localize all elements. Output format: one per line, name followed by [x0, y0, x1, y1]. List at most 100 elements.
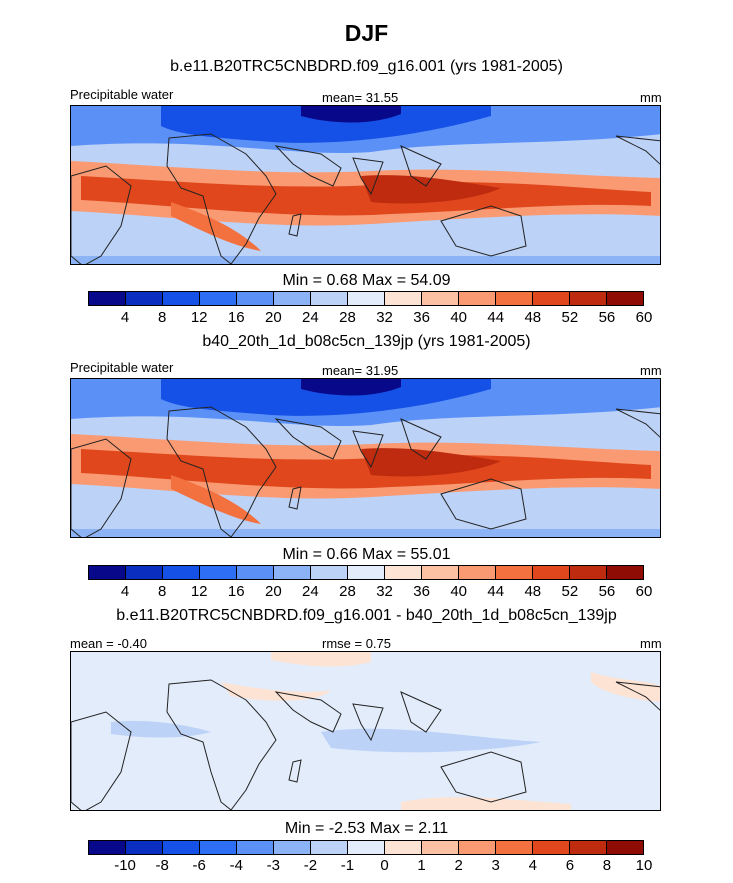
panel2-mean-label: mean= 31.95	[322, 363, 399, 378]
coastline	[400, 691, 442, 733]
colorbar-swatch	[200, 841, 237, 854]
panel2-variable-label: Precipitable water	[70, 360, 174, 375]
coastline	[288, 486, 302, 510]
colorbar-tick-label: 20	[264, 309, 282, 326]
colorbar-swatch	[422, 841, 459, 854]
colorbar-tick-label: 52	[561, 583, 579, 600]
colorbar-tick-label: 8	[602, 857, 612, 874]
colorbar-tick-label: 12	[190, 583, 208, 600]
tropical-core	[81, 176, 651, 216]
colorbar-swatch	[385, 841, 422, 854]
coastline	[440, 478, 527, 530]
colorbar-tick-label: 24	[302, 583, 319, 600]
colorbar-swatch	[126, 841, 163, 854]
southern-band	[71, 256, 660, 264]
spcz	[171, 475, 261, 524]
coastline	[288, 213, 302, 237]
colorbar-tick-label: 8	[157, 309, 167, 326]
colorbar-tick-label: 8	[157, 583, 167, 600]
colorbar-tick-label: 28	[339, 583, 356, 600]
colorbar-swatch	[311, 292, 348, 305]
colorbar-swatch	[237, 566, 274, 579]
colorbar-tick-label: 16	[227, 309, 245, 326]
colorbar-swatch	[348, 292, 385, 305]
panel1-colorbar-ticks: 4 8 12 16 20 24 28 32 36 40 44 48 52 56 60	[88, 309, 652, 327]
positive-anomaly	[221, 682, 331, 701]
coastline	[71, 165, 132, 264]
colorbar-tick-label: 3	[491, 857, 500, 874]
colorbar-swatch	[89, 292, 126, 305]
colorbar-swatch	[533, 566, 570, 579]
colorbar-tick-label: 52	[561, 309, 579, 326]
warm-pool	[361, 448, 501, 477]
colorbar-swatch	[385, 566, 422, 579]
panel3-subtitle: b.e11.B20TRC5CNBDRD.f09_g16.001 - b40_20…	[116, 607, 617, 624]
colorbar-swatch	[459, 841, 496, 854]
colorbar-tick-label: 56	[598, 583, 616, 600]
panel3-rmse-label: rmse = 0.75	[322, 636, 392, 651]
coastline	[274, 418, 342, 460]
southern-band	[71, 529, 660, 537]
negative-anomaly	[111, 720, 211, 738]
colorbar-swatch	[496, 841, 533, 854]
panel1-variable-label: Precipitable water	[70, 87, 174, 102]
colorbar-swatch	[533, 841, 570, 854]
coastline	[166, 133, 277, 264]
colorbar-tick-label: -8	[155, 857, 169, 874]
colorbar-swatch	[163, 292, 200, 305]
colorbar-swatch	[570, 841, 607, 854]
colorbar-swatch	[459, 566, 496, 579]
colorbar-swatch	[459, 292, 496, 305]
panel3-colorbar	[88, 840, 644, 855]
colorbar-tick-label: 2	[454, 857, 463, 874]
panel3-colorbar-ticks: -10 -8 -6 -4 -3 -2 -1 0 1 2 3 4 6 8 10	[88, 857, 652, 875]
panel3-mean-label: mean = -0.40	[70, 636, 147, 651]
colorbar-tick-label: -4	[229, 857, 243, 874]
colorbar-swatch	[237, 292, 274, 305]
coastline	[440, 751, 527, 803]
colorbar-swatch	[126, 292, 163, 305]
positive-anomaly	[401, 797, 571, 810]
tropical-core	[81, 449, 651, 489]
colorbar-tick-label: 4	[120, 309, 130, 326]
dry-region	[161, 106, 491, 143]
coastline	[615, 681, 660, 711]
panel2-minmax: Min = 0.66 Max = 55.01	[282, 546, 451, 563]
panel1-minmax: Min = 0.68 Max = 54.09	[282, 272, 451, 289]
colorbar-swatch	[570, 292, 607, 305]
coastline	[288, 759, 302, 783]
panel2-colorbar	[88, 565, 644, 580]
colorbar-tick-label: 48	[524, 583, 542, 600]
coastline	[440, 205, 527, 257]
colorbar-swatch	[496, 566, 533, 579]
colorbar-swatch	[348, 566, 385, 579]
coastline	[352, 157, 384, 196]
colorbar-swatch	[163, 841, 200, 854]
colorbar-swatch	[607, 841, 643, 854]
very-dry-region	[301, 379, 401, 396]
colorbar-swatch	[496, 292, 533, 305]
colorbar-swatch	[607, 292, 643, 305]
coastline	[352, 703, 384, 742]
positive-anomaly	[271, 652, 371, 667]
panel2-colorbar-ticks: 4 8 12 16 20 24 28 32 36 40 44 48 52 56 60	[88, 583, 652, 601]
colorbar-swatch	[422, 292, 459, 305]
colorbar-swatch	[274, 292, 311, 305]
colorbar-tick-label: 36	[413, 583, 430, 600]
coastline	[166, 406, 277, 537]
panel3-map	[70, 651, 661, 811]
panel1-mean-label: mean= 31.55	[322, 90, 399, 105]
colorbar-tick-label: 12	[190, 309, 208, 326]
panel2-units-label: mm	[640, 363, 662, 378]
colorbar-swatch	[89, 566, 126, 579]
colorbar-tick-label: -3	[266, 857, 280, 874]
colorbar-tick-label: 16	[227, 583, 245, 600]
colorbar-swatch	[89, 841, 126, 854]
colorbar-swatch	[274, 841, 311, 854]
colorbar-tick-label: 60	[635, 309, 653, 326]
colorbar-swatch	[385, 292, 422, 305]
colorbar-tick-label: 4	[120, 583, 130, 600]
colorbar-tick-label: 56	[598, 309, 616, 326]
colorbar-swatch	[570, 566, 607, 579]
colorbar-tick-label: -6	[192, 857, 206, 874]
